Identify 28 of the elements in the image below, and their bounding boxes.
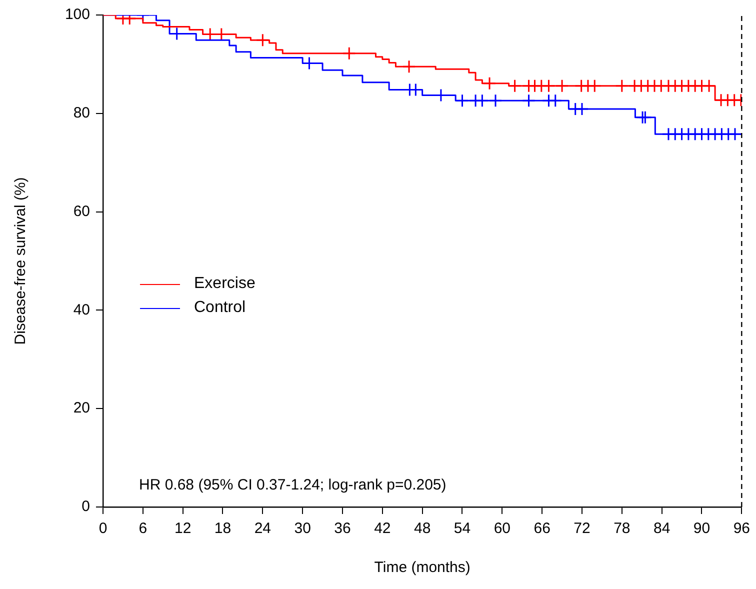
- x-tick-label: 42: [374, 520, 391, 538]
- x-tick-label: 90: [693, 520, 710, 538]
- x-tick-label: 24: [254, 520, 272, 538]
- y-tick-label: 100: [64, 6, 90, 24]
- x-tick-label: 18: [214, 520, 232, 538]
- y-tick-label: 40: [73, 301, 90, 318]
- x-axis-title: Time (months): [374, 559, 470, 576]
- x-tick-label: 96: [733, 520, 750, 538]
- x-tick-label: 72: [574, 520, 590, 538]
- x-tick-label: 0: [98, 520, 108, 538]
- y-tick-label: 20: [73, 400, 90, 417]
- x-tick-label: 6: [138, 520, 148, 538]
- x-tick-label: 36: [334, 520, 351, 538]
- y-tick-label: 80: [73, 104, 90, 122]
- x-tick-label: 78: [614, 520, 630, 538]
- x-tick-label: 84: [653, 520, 670, 538]
- x-tick-label: 48: [414, 520, 431, 538]
- annotation: HR 0.68 (95% CI 0.37-1.24; log-rank p=0.205): [139, 476, 446, 494]
- y-tick-label: 60: [73, 202, 90, 220]
- x-tick-label: 60: [494, 520, 511, 538]
- y-axis-title: Disease-free survival (%): [12, 177, 30, 345]
- x-tick-label: 30: [294, 520, 311, 538]
- legend-label: Control: [194, 299, 246, 317]
- x-tick-label: 54: [454, 520, 471, 538]
- x-tick-label: 12: [174, 520, 192, 538]
- legend-label: Exercise: [194, 275, 256, 293]
- x-tick-label: 66: [534, 520, 550, 538]
- y-tick-label: 0: [82, 498, 90, 516]
